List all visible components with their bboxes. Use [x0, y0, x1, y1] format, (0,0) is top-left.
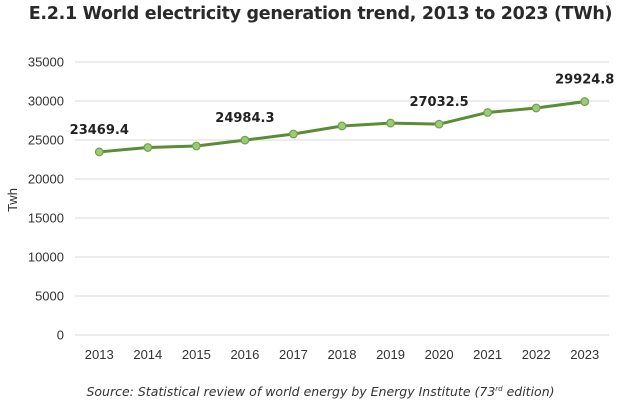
y-axis-label: Twh [5, 188, 20, 212]
chart-title: E.2.1 World electricity generation trend… [28, 4, 613, 24]
y-axis-ticks: 0 5000 10000 15000 20000 25000 30000 35000 [28, 55, 64, 343]
data-point [483, 108, 493, 117]
data-point [94, 147, 104, 157]
x-tick-label: 2019 [376, 347, 405, 362]
data-label: 27032.5 [409, 95, 468, 110]
y-tick-label: 30000 [28, 94, 64, 109]
data-label: 23469.4 [70, 123, 129, 138]
x-tick-label: 2017 [279, 347, 308, 362]
x-tick-label: 2015 [182, 347, 211, 362]
data-labels: 23469.4 24984.3 27032.5 29924.8 [70, 73, 615, 138]
series-layer [94, 97, 590, 157]
y-tick-label: 0 [57, 328, 64, 343]
x-tick-label: 2022 [522, 347, 551, 362]
x-tick-label: 2023 [570, 347, 599, 362]
y-tick-label: 5000 [35, 289, 64, 304]
source-text: Source: Statistical review of world ener… [86, 384, 496, 399]
data-point [289, 129, 298, 139]
y-tick-label: 15000 [28, 211, 64, 226]
data-point [580, 97, 590, 106]
line-chart: 0 5000 10000 15000 20000 25000 30000 35000 2013… [5, 55, 615, 363]
data-point [240, 135, 250, 145]
data-point [143, 143, 153, 152]
source-text-end: edition) [502, 384, 555, 399]
y-tick-label: 35000 [28, 55, 64, 70]
x-tick-label: 2014 [133, 347, 162, 362]
gridlines [75, 61, 609, 336]
y-tick-label: 20000 [28, 172, 64, 187]
source-note: Source: Statistical review of world ener… [0, 384, 641, 399]
data-point [531, 103, 541, 113]
data-point [191, 141, 201, 151]
data-point [434, 119, 444, 129]
x-tick-label: 2021 [473, 347, 502, 362]
x-tick-label: 2016 [230, 347, 259, 362]
data-label: 29924.8 [555, 73, 614, 88]
x-axis-ticks: 2013 2014 2015 2016 2017 2018 2019 2020 2021 2022… [85, 347, 599, 362]
data-label: 24984.3 [215, 111, 274, 126]
x-tick-label: 2018 [328, 347, 357, 362]
y-tick-label: 10000 [28, 250, 64, 265]
data-point [337, 121, 347, 131]
x-tick-label: 2020 [425, 347, 454, 362]
source-superscript: rd [495, 384, 503, 393]
x-tick-label: 2013 [85, 347, 114, 362]
y-tick-label: 25000 [28, 133, 64, 148]
data-point [386, 118, 395, 128]
